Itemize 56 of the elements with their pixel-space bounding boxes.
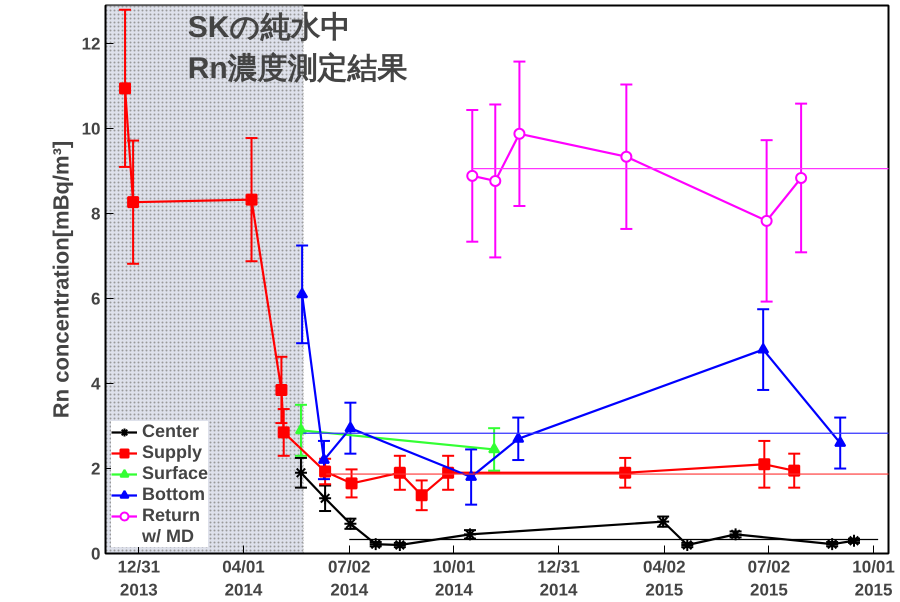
point bbox=[788, 464, 800, 477]
point bbox=[489, 174, 502, 187]
point bbox=[465, 470, 478, 481]
point bbox=[296, 288, 308, 298]
x-tick-label: 12/31 2013 bbox=[118, 558, 160, 600]
point bbox=[368, 537, 383, 552]
point bbox=[466, 170, 478, 182]
point bbox=[847, 534, 862, 548]
x-tick-label: 10/01 2015 bbox=[852, 558, 895, 600]
point bbox=[294, 466, 308, 480]
x-tick-label: 12/31 2014 bbox=[537, 558, 580, 600]
y-tick-label: 10 bbox=[82, 120, 101, 139]
y-tick-label: 2 bbox=[91, 460, 101, 479]
x-tick-label: 07/02 2015 bbox=[748, 558, 790, 600]
point bbox=[620, 150, 632, 163]
point bbox=[318, 491, 332, 506]
point bbox=[757, 342, 770, 354]
point bbox=[319, 466, 332, 478]
legend-label: Return bbox=[142, 505, 200, 526]
point bbox=[278, 426, 290, 438]
point bbox=[760, 214, 773, 227]
text: SKの純水中 Rn濃度測定結果 bbox=[188, 10, 408, 86]
legend-label: Supply bbox=[142, 442, 202, 463]
y-tick-label: 8 bbox=[91, 204, 101, 224]
point bbox=[275, 384, 288, 396]
x-tick-label: 04/01 2014 bbox=[222, 558, 265, 600]
legend-label: Bottom bbox=[142, 484, 205, 505]
x-tick-label: 07/02 2014 bbox=[328, 558, 371, 600]
point bbox=[825, 537, 840, 552]
point bbox=[680, 538, 694, 552]
legend-label: Surface bbox=[142, 463, 208, 484]
x-tick-label: 10/01 2014 bbox=[432, 558, 476, 600]
y-tick-label: 0 bbox=[91, 544, 101, 564]
band-label: w/ MD bbox=[142, 526, 194, 547]
point bbox=[512, 432, 524, 443]
point bbox=[246, 194, 258, 206]
legend-label: Center bbox=[142, 421, 200, 442]
point bbox=[416, 489, 428, 502]
point bbox=[834, 436, 846, 447]
x-tick-label: 04/02 2015 bbox=[643, 558, 686, 600]
point bbox=[119, 82, 132, 94]
y-tick-label: 4 bbox=[91, 374, 102, 394]
point bbox=[619, 466, 632, 479]
point bbox=[758, 458, 770, 470]
point bbox=[392, 538, 407, 552]
point bbox=[318, 453, 330, 464]
point bbox=[127, 196, 140, 208]
point bbox=[346, 477, 358, 490]
y-axis-title: Rn concentration[mBq/m³] bbox=[48, 140, 74, 418]
point bbox=[394, 466, 406, 479]
point bbox=[344, 421, 356, 432]
y-tick-label: 12 bbox=[82, 34, 101, 54]
y-tick-label: 6 bbox=[91, 290, 101, 309]
point bbox=[795, 172, 808, 184]
point bbox=[513, 128, 526, 140]
point bbox=[728, 527, 743, 542]
